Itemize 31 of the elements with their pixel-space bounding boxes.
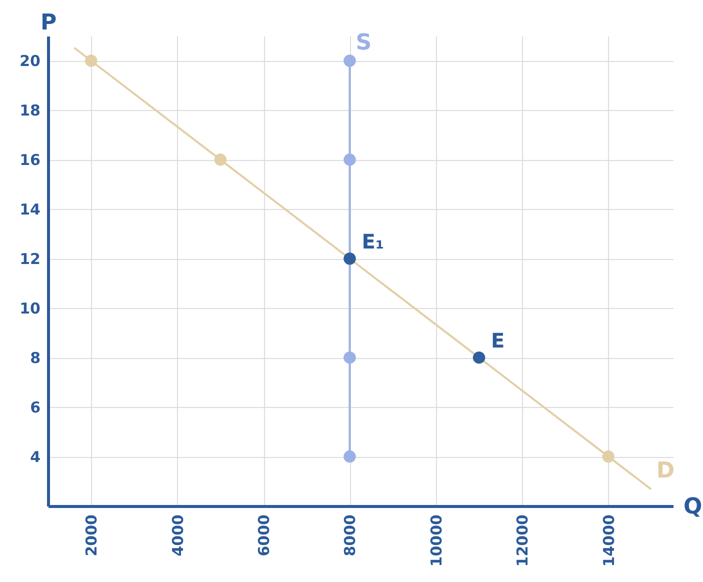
annotation: E₁ — [362, 230, 384, 254]
y-axis-title: P — [40, 10, 57, 36]
x-tick-label: 4000 — [168, 514, 187, 556]
point — [344, 450, 356, 463]
x-tick-label: 14000 — [600, 514, 618, 567]
series-label: D — [656, 458, 675, 484]
y-tick-label: 12 — [20, 250, 40, 268]
point — [84, 54, 98, 67]
y-tick-label: 10 — [20, 300, 40, 318]
y-tick-label: 18 — [20, 102, 40, 120]
x-tick-label: 12000 — [514, 514, 532, 567]
x-tick-label: 2000 — [82, 514, 101, 556]
x-tick-label: 8000 — [341, 514, 360, 556]
y-tick-label: 6 — [30, 398, 40, 417]
point — [472, 351, 486, 364]
y-tick-label: 4 — [30, 448, 40, 466]
point — [214, 154, 227, 166]
point — [344, 154, 356, 166]
point — [344, 351, 356, 364]
x-tick-label: 6000 — [255, 514, 274, 556]
point — [344, 252, 356, 265]
point — [344, 54, 356, 67]
point — [602, 450, 614, 463]
x-axis-title: Q — [684, 494, 702, 520]
series-label: S — [356, 30, 372, 56]
y-tick-label: 14 — [20, 200, 40, 219]
x-tick-label: 10000 — [427, 514, 446, 567]
y-tick-label: 8 — [30, 349, 40, 368]
y-tick-label: 16 — [20, 151, 40, 170]
annotation: E — [491, 328, 505, 353]
y-tick-label: 20 — [20, 52, 40, 70]
